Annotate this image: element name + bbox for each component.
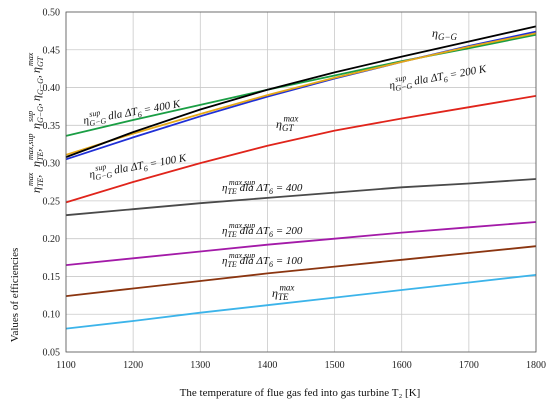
x-axis-label: The temperature of flue gas fed into gas…	[180, 387, 421, 399]
annotation-sup: sup	[88, 108, 101, 119]
y-symbol-main: ηTE,	[29, 149, 45, 167]
series-line-eta_gg	[65, 25, 537, 158]
y-tick-label-2: 0.15	[43, 272, 61, 283]
plot-frame	[65, 11, 537, 353]
annotation-main: ηTE dla ΔT6 = 400	[222, 182, 303, 196]
y-symbol-sup: max	[26, 52, 35, 66]
y-tick-label-4: 0.25	[43, 196, 61, 207]
annotation-eta_gg: ηG−G	[432, 26, 458, 42]
x-tick-label-2: 1300	[190, 360, 210, 371]
annotation-sup: max,sup	[229, 251, 255, 260]
x-tick-label-6: 1700	[459, 360, 479, 371]
y-symbol-main: ηTE,	[29, 175, 45, 193]
y-tick-label-0: 0.05	[43, 348, 61, 359]
y-axis-label: Values of efficiencies	[9, 248, 21, 342]
annotation-sup: max,sup	[229, 178, 255, 187]
y-symbol-main: ηG−G,	[29, 75, 45, 101]
x-tick-labels: 1100 1200 1300 1400 1500 1600 1700 1800	[56, 360, 546, 371]
y-symbol-s4: ηG−G,	[29, 75, 45, 101]
annotation-sup: max	[279, 282, 294, 292]
series-line-eta_te_max	[65, 274, 537, 330]
annotation-sup: sup	[394, 73, 407, 84]
y-symbol-main: ηGT	[29, 56, 45, 73]
y-axis-label-text: Values of efficiencies	[9, 248, 21, 342]
y-tick-label-1: 0.10	[43, 310, 61, 321]
x-tick-label-7: 1800	[526, 360, 546, 371]
annotation-sup: sup	[94, 162, 107, 173]
y-symbol-sup: max,sup	[26, 134, 35, 160]
annotation-main: ηTE	[272, 286, 289, 302]
x-tick-label-5: 1600	[392, 360, 412, 371]
y-symbol-sup: max	[26, 172, 35, 186]
series-line-eta_te_maxsup_200	[65, 221, 537, 266]
y-tick-label-6: 0.35	[43, 121, 61, 132]
annotation-main: ηTE dla ΔT6 = 200	[222, 225, 303, 239]
annotation-main: ηGT	[276, 117, 294, 133]
series-line-eta_gg_sup_200	[65, 32, 537, 156]
y-tick-label-7: 0.40	[43, 83, 61, 94]
x-tick-label-1: 1200	[123, 360, 143, 371]
annotation-main: ηG−G	[432, 26, 458, 42]
series-line-eta_gg_sup_100	[65, 30, 537, 161]
y-tick-label-5: 0.30	[43, 159, 61, 170]
x-tick-label-4: 1500	[325, 360, 345, 371]
y-tick-label-3: 0.20	[43, 234, 61, 245]
x-tick-label-0: 1100	[56, 360, 76, 371]
series-line-eta_gt_max	[65, 95, 537, 204]
x-tick-label-3: 1400	[257, 360, 277, 371]
y-tick-label-8: 0.45	[43, 45, 61, 56]
y-symbol-main: ηG−G,	[29, 103, 45, 129]
series-line-eta_te_maxsup_400	[65, 178, 537, 217]
series-line-eta_te_maxsup_100	[65, 245, 537, 297]
annotation-main: ηTE dla ΔT6 = 100	[222, 255, 303, 269]
annotation-sup: max,sup	[229, 221, 255, 230]
series-line-eta_gg_sup_400	[65, 33, 537, 137]
y-symbol-sup: sup	[26, 111, 35, 122]
y-tick-labels: 0.05 0.10 0.15 0.20 0.25 0.30 0.35 0.40 0.45 0.50	[43, 8, 61, 359]
y-tick-label-9: 0.50	[43, 8, 61, 19]
annotation-sup: max	[283, 113, 298, 123]
series-layer	[65, 25, 537, 330]
